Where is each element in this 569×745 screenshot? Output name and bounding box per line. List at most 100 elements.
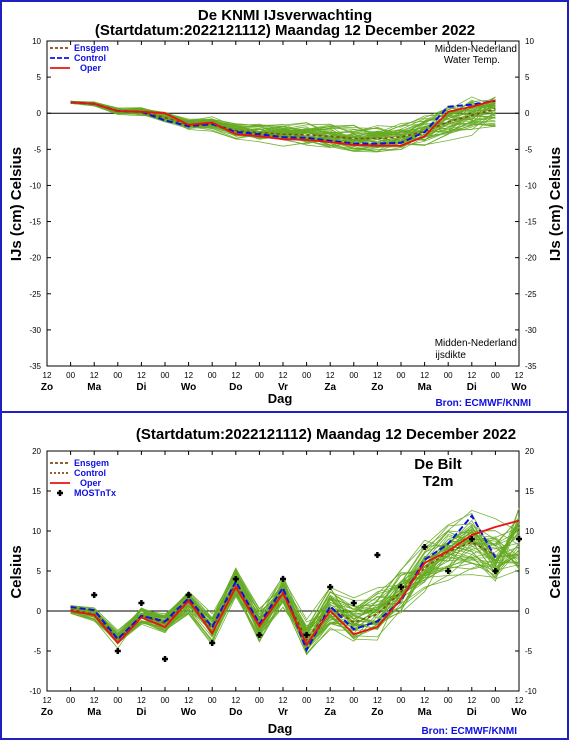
ice-day-label: Ma: [87, 382, 101, 393]
temp-y-label-right: Celsius: [547, 545, 564, 598]
temp-ytick-label-left: -10: [29, 687, 41, 696]
temp-ensemble-member-line: [70, 533, 520, 644]
temp-x-label: Dag: [268, 721, 293, 736]
temp-xtick-label: 12: [373, 696, 382, 705]
temp-xtick-label: 12: [231, 696, 240, 705]
ice-xtick-label: 00: [444, 371, 453, 380]
ice-ytick-label-left: -25: [29, 290, 41, 299]
temp-ytick-label-left: -5: [34, 647, 42, 656]
temp-mos-point: [468, 536, 475, 542]
temp-legend-ensgem-label: Ensgem: [74, 458, 109, 468]
ice-ytick-label-left: 5: [37, 73, 42, 82]
ice-ytick-label-left: -15: [29, 218, 41, 227]
temp-xtick-label: 00: [161, 696, 170, 705]
temp-day-label: Zo: [371, 707, 383, 718]
temp-xtick-label: 00: [397, 696, 406, 705]
ice-xtick-label: 00: [255, 371, 264, 380]
ice-xtick-label: 12: [420, 371, 429, 380]
ice-ytick-label-right: 10: [525, 37, 534, 46]
ice-day-label: Za: [324, 382, 336, 393]
ice-legend-ensgem-label: Ensgem: [74, 43, 109, 53]
temp-series-oper: [70, 519, 520, 647]
temp-series-control: [70, 514, 497, 653]
temp-mos-point: [421, 544, 428, 550]
temp-mos-point: [138, 600, 145, 606]
ice-ytick-label-right: -35: [525, 362, 537, 371]
ice-day-label: Vr: [278, 382, 288, 393]
temp-xtick-label: 00: [208, 696, 217, 705]
temp-xtick-label: 00: [302, 696, 311, 705]
ice-xtick-label: 00: [113, 371, 122, 380]
ice-day-label: Wo: [511, 382, 526, 393]
temp-ensemble-member-line: [70, 523, 520, 637]
temp-day-label: Zo: [41, 707, 53, 718]
temp-legend-control-label: Control: [74, 468, 106, 478]
temp-xtick-label: 12: [420, 696, 429, 705]
temp-xtick-label: 12: [43, 696, 52, 705]
temp-ensemble-member-line: [70, 523, 520, 642]
ice-xtick-label: 12: [90, 371, 99, 380]
ice-series-control: [70, 99, 496, 145]
ice-xtick-label: 00: [66, 371, 75, 380]
ice-legend-control-label: Control: [74, 53, 106, 63]
ice-y-label-left: IJs (cm) Celsius: [8, 147, 25, 261]
ice-annotation-water-temp: Water Temp.: [444, 55, 500, 66]
temp-xtick-label: 00: [113, 696, 122, 705]
temp-mos-point: [327, 584, 334, 590]
temp-mos-point: [114, 648, 121, 654]
ice-day-label: Wo: [181, 382, 196, 393]
ice-ytick-label-left: -10: [29, 181, 41, 190]
temp-chart-title: (Startdatum:2022121112) Maandag 12 Decem…: [136, 426, 516, 443]
ice-day-label: Zo: [371, 382, 383, 393]
temp-mos-point: [185, 592, 192, 598]
ice-ytick-label-left: -30: [29, 326, 41, 335]
ice-ensemble-member-line: [70, 102, 496, 143]
temp-day-label: Ma: [87, 707, 101, 718]
temp-legend-oper-label: Oper: [80, 478, 102, 488]
ice-annotation-region-top: Midden-Nederland: [435, 44, 517, 55]
temp-xtick-label: 00: [491, 696, 500, 705]
temp-xtick-label: 00: [255, 696, 264, 705]
ice-ytick-label-right: -20: [525, 254, 537, 263]
ice-ytick-label-left: -35: [29, 362, 41, 371]
temp-day-label: Ma: [418, 707, 432, 718]
ice-xtick-label: 12: [137, 371, 146, 380]
temp-xtick-label: 12: [326, 696, 335, 705]
ice-ytick-label-right: -25: [525, 290, 537, 299]
temp-mos-point: [280, 576, 286, 582]
temp-day-label: Di: [467, 707, 477, 718]
ice-day-label: Di: [467, 382, 477, 393]
ice-day-label: Zo: [41, 382, 53, 393]
temp-ytick-label-left: 10: [32, 527, 41, 536]
temp-y-label-left: Celsius: [8, 545, 25, 598]
ice-ytick-label-left: 10: [32, 37, 41, 46]
temp-day-label: Do: [229, 707, 242, 718]
ice-y-label-right: IJs (cm) Celsius: [547, 147, 564, 261]
temp-ytick-label-right: 0: [525, 607, 530, 616]
temp-xtick-label: 12: [279, 696, 288, 705]
temp-xtick-label: 12: [137, 696, 146, 705]
ice-series-ensgem: [70, 101, 496, 140]
temp-ytick-label-right: 10: [525, 527, 534, 536]
ice-ytick-label-right: 5: [525, 73, 530, 82]
ice-ytick-label-right: -10: [525, 181, 537, 190]
temp-mos-point: [232, 576, 239, 582]
temp-day-label: Wo: [511, 707, 526, 718]
temp-xtick-label: 00: [444, 696, 453, 705]
temp-mos-point: [374, 552, 381, 558]
ice-xtick-label: 00: [491, 371, 500, 380]
ice-xtick-label: 12: [279, 371, 288, 380]
temp-legend-mostntx-label: MOSTnTx: [74, 488, 116, 498]
ice-xtick-label: 12: [515, 371, 524, 380]
ice-ytick-label-right: 0: [525, 109, 530, 118]
temp-ytick-label-right: 15: [525, 487, 534, 496]
ice-ensemble-member-line: [70, 99, 496, 148]
temp-ytick-label-left: 20: [32, 447, 41, 456]
ice-xtick-label: 00: [161, 371, 170, 380]
ice-ytick-label-right: -15: [525, 218, 537, 227]
temp-mos-point: [350, 600, 357, 606]
temp-mos-point: [91, 592, 98, 598]
temp-ytick-label-right: -5: [525, 647, 533, 656]
